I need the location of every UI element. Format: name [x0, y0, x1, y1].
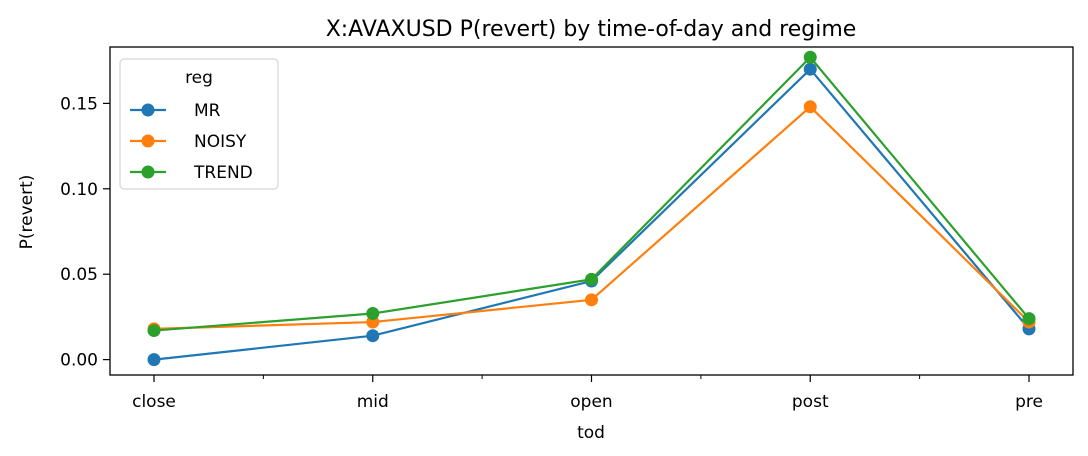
x-axis-label: tod: [577, 423, 605, 443]
y-tick-label: 0.00: [60, 351, 98, 371]
y-tick-label: 0.15: [60, 94, 98, 114]
y-tick-label: 0.10: [60, 180, 98, 200]
x-tick-label-post: post: [792, 392, 829, 412]
legend-marker-noisy: [141, 134, 155, 148]
legend-title: reg: [185, 68, 213, 88]
point-noisy-open: [585, 293, 598, 307]
y-axis: 0.00 0.05 0.10 0.15: [60, 94, 110, 371]
point-trend-open: [585, 272, 598, 286]
legend-marker-mr: [141, 103, 155, 117]
point-mr-mid: [366, 329, 380, 343]
x-tick-label-mid: mid: [357, 392, 389, 412]
x-axis: close mid open post pre: [132, 375, 1043, 412]
point-trend-mid: [366, 307, 380, 320]
y-tick-label: 0.05: [60, 265, 98, 285]
chart-title: X:AVAXUSD P(revert) by time-of-day and r…: [326, 17, 857, 42]
y-axis-label: P(revert): [17, 175, 37, 250]
point-mr-close: [147, 353, 161, 367]
x-tick-label-open: open: [570, 392, 612, 412]
legend-label-noisy: NOISY: [194, 132, 247, 152]
point-trend-pre: [1022, 312, 1036, 326]
point-trend-close: [147, 324, 161, 338]
plot-marks: [147, 50, 1036, 367]
point-noisy-post: [803, 100, 817, 114]
x-tick-label-close: close: [132, 392, 176, 412]
legend-label-mr: MR: [194, 101, 221, 121]
legend-box: [119, 58, 279, 190]
legend-entries: MR NOISY TREND: [130, 101, 253, 183]
point-mr-post: [803, 62, 817, 76]
legend: reg MR NOISY TREND: [119, 58, 279, 190]
x-tick-label-pre: pre: [1015, 392, 1043, 412]
point-trend-post: [803, 50, 817, 64]
legend-label-trend: TREND: [193, 163, 253, 183]
series-line-mr: [153, 67, 1030, 361]
legend-marker-trend: [141, 165, 155, 179]
